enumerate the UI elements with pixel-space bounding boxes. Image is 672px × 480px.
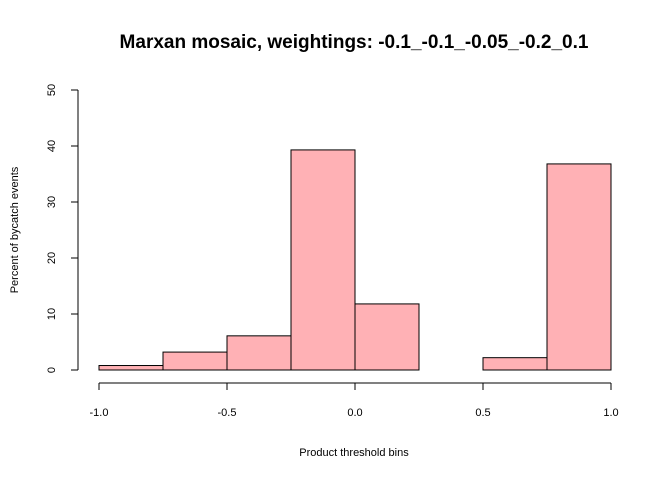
y-tick-label: 30 [46,196,58,208]
y-tick-label: 50 [46,84,58,96]
histogram-bar-4 [290,149,356,371]
y-tick-label: 10 [46,308,58,320]
histogram-bar-3 [226,335,292,371]
histogram-bar-1 [98,365,164,371]
x-tick-label: 1.0 [603,407,618,419]
y-axis: 0 10 20 30 40 50 [46,84,79,373]
histogram-bar-7 [482,357,548,371]
x-tick-label: 0.5 [475,407,490,419]
bars-group [98,149,612,371]
histogram-bar-8 [546,163,612,371]
x-tick-label: 0.0 [347,407,362,419]
x-axis-label: Product threshold bins [299,447,409,459]
histogram-bar-2 [162,351,228,371]
y-tick-label: 40 [46,140,58,152]
x-axis: -1.0 -0.5 0.0 0.5 1.0 [90,382,619,419]
chart-title: Marxan mosaic, weightings: -0.1_-0.1_-0.… [120,32,589,53]
y-tick-label: 20 [46,252,58,264]
histogram-bar-5 [354,303,420,371]
x-tick-label: -1.0 [90,407,109,419]
x-tick-label: -0.5 [218,407,237,419]
y-tick-label: 0 [46,367,58,373]
y-axis-label: Percent of bycatch events [9,166,21,293]
